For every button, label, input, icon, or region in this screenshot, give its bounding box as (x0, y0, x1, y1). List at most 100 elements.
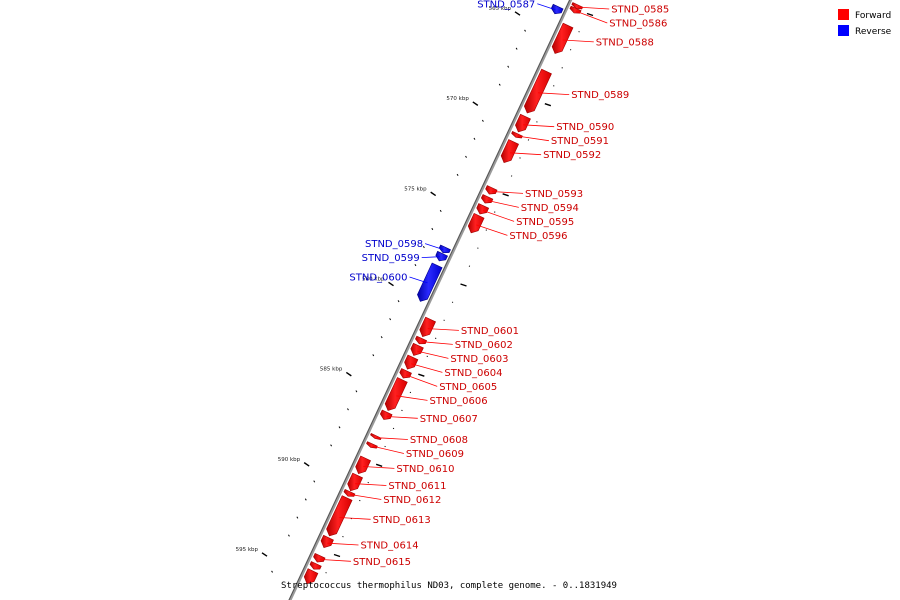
gene-label[interactable]: STND_0591 (551, 136, 609, 147)
gene-stnd_0592[interactable] (500, 139, 519, 163)
label-leader (327, 542, 359, 546)
gene-stnd_0601[interactable] (419, 316, 436, 337)
gene-stnd_0603[interactable] (410, 342, 424, 356)
gene-label[interactable]: STND_0613 (373, 515, 431, 526)
major-tick-right (502, 193, 509, 197)
minor-tick (355, 390, 358, 393)
gene-stnd_0610[interactable] (355, 455, 371, 474)
minor-tick (431, 227, 434, 231)
gene-label[interactable]: STND_0607 (420, 414, 478, 425)
minor-tick (414, 264, 417, 267)
tick-label: 580 kbp (362, 277, 385, 283)
gene-label[interactable]: STND_0587 (477, 0, 535, 10)
gene-stnd_0600[interactable] (417, 262, 443, 302)
gene-stnd_0593[interactable] (485, 185, 498, 195)
gene-stnd_0588[interactable] (551, 22, 574, 54)
label-leader (339, 517, 371, 520)
gene-stnd_0615[interactable] (313, 553, 326, 563)
gene-label[interactable]: STND_0601 (461, 326, 519, 337)
gene-stnd_0599[interactable] (435, 250, 449, 262)
gene-stnd_0596[interactable] (467, 213, 485, 234)
gene-label[interactable]: STND_0610 (396, 464, 454, 475)
gene-label[interactable]: STND_0609 (406, 449, 464, 460)
gene-label[interactable]: STND_0593 (525, 189, 583, 200)
major-tick-right (586, 12, 594, 17)
gene-stnd_0606[interactable] (384, 377, 408, 411)
minor-tick (507, 65, 510, 68)
gene-label[interactable]: STND_0604 (444, 368, 502, 379)
backbone-shadow (288, 0, 571, 600)
tick-label: 570 kbp (446, 96, 469, 102)
gene-stnd_0591[interactable] (511, 130, 523, 139)
gene-label[interactable]: STND_0598 (365, 239, 423, 250)
gene-stnd_0595[interactable] (476, 203, 490, 215)
label-leader (476, 224, 508, 236)
gene-label[interactable]: STND_0596 (509, 231, 567, 242)
gene-stnd_0614[interactable] (320, 534, 334, 548)
major-tick (514, 11, 521, 16)
gene-label[interactable]: STND_0599 (362, 253, 420, 264)
label-leader (562, 39, 594, 43)
gene-label[interactable]: STND_0585 (611, 5, 669, 16)
gene-stnd_0611[interactable] (347, 472, 363, 492)
gene-label[interactable]: STND_0615 (353, 557, 411, 568)
gene-stnd_0604[interactable] (404, 354, 419, 370)
label-leader (376, 437, 408, 440)
label-leader (537, 92, 570, 95)
axis-ticks: 565 kbp 570 kbp 575 kbp 580 kbp 585 kbp 590 k… (236, 6, 594, 574)
gene-label[interactable]: STND_0595 (516, 217, 574, 228)
gene-stnd_0607[interactable] (379, 409, 393, 420)
minor-tick (498, 83, 501, 86)
minor-tick (330, 444, 333, 447)
minor-tick (338, 426, 341, 429)
gene-label[interactable]: STND_0614 (361, 541, 419, 552)
label-leader (350, 494, 382, 500)
legend-swatch-reverse (838, 25, 849, 36)
gene-label[interactable]: STND_0611 (388, 481, 446, 492)
gene-label[interactable]: STND_0606 (430, 396, 488, 407)
minor-tick (397, 300, 400, 303)
gene-label[interactable]: STND_0589 (571, 90, 629, 101)
major-tick (472, 101, 479, 106)
gene-unlabeled-30[interactable] (309, 561, 322, 570)
gene-label[interactable]: STND_0608 (410, 435, 468, 446)
gene-stnd_0594[interactable] (480, 194, 494, 204)
label-leader (424, 243, 444, 250)
gene-label[interactable]: STND_0603 (450, 354, 508, 365)
gene-label[interactable]: STND_0594 (521, 203, 579, 214)
gene-labels: STND_0585 STND_0586 STND_0587 STND_0588 STND… (319, 0, 669, 568)
gene-unlabeled-31[interactable] (303, 568, 319, 585)
gene-stnd_0613[interactable] (326, 495, 353, 537)
gene-stnd_0598[interactable] (438, 244, 451, 254)
tick-label: 590 kbp (278, 457, 301, 463)
label-leader (517, 135, 549, 142)
tick-label: 595 kbp (236, 547, 259, 553)
label-leader (482, 210, 515, 222)
gene-label[interactable]: STND_0600 (349, 273, 407, 284)
gene-label[interactable]: STND_0590 (556, 122, 614, 133)
tick-label: 585 kbp (320, 367, 343, 373)
gene-label[interactable]: STND_0605 (439, 382, 497, 393)
gene-label[interactable]: STND_0592 (543, 150, 601, 161)
minor-tick (347, 408, 349, 411)
major-tick-right (333, 553, 341, 558)
gene-label[interactable]: STND_0586 (609, 19, 667, 30)
label-leader (372, 445, 404, 454)
label-leader (396, 395, 428, 401)
gene-stnd_0589[interactable] (523, 68, 552, 114)
gene-stnd_0587[interactable] (550, 3, 564, 15)
backbone-line (288, 0, 573, 600)
gene-stnd_0590[interactable] (515, 113, 531, 133)
gene-label[interactable]: STND_0588 (596, 37, 654, 48)
minor-tick (372, 354, 375, 357)
gene-label[interactable]: STND_0602 (455, 340, 513, 351)
minor-tick (465, 155, 467, 158)
label-leader (319, 559, 351, 562)
gene-label[interactable]: STND_0612 (383, 495, 441, 506)
gene-stnd_0612[interactable] (343, 489, 356, 497)
gene-stnd_0608[interactable] (370, 433, 382, 440)
gene-stnd_0586[interactable] (569, 5, 582, 14)
gene-stnd_0602[interactable] (415, 335, 428, 345)
gene-features (303, 2, 584, 585)
